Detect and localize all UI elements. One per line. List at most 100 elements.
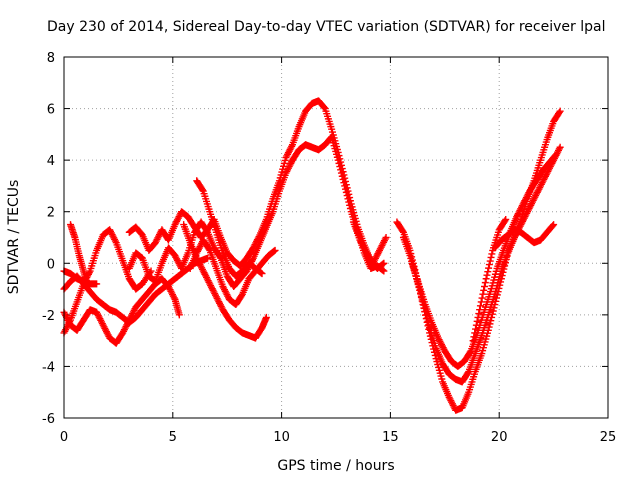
data-point [199, 267, 207, 275]
data-point [370, 258, 378, 266]
data-point [530, 195, 538, 203]
y-tick-label: -4 [42, 360, 55, 375]
data-point [519, 200, 527, 208]
data-point [193, 249, 201, 257]
data-point [106, 226, 114, 234]
data-series-satellite-track-9 [186, 236, 279, 309]
y-tick-label: -6 [42, 412, 55, 427]
data-point [170, 294, 178, 302]
x-tick-label: 15 [382, 430, 399, 445]
data-point [198, 264, 206, 272]
data-point [555, 108, 563, 116]
data-point [213, 294, 221, 302]
data-point [345, 198, 353, 206]
data-point [358, 241, 366, 249]
data-point [172, 253, 180, 261]
data-point [221, 287, 229, 295]
data-point [445, 393, 453, 401]
data-point [518, 203, 526, 211]
data-point [173, 256, 181, 264]
y-tick-label: 4 [47, 154, 55, 169]
data-point [480, 286, 488, 294]
data-point [523, 209, 531, 217]
data-point [208, 285, 216, 293]
data-point [486, 257, 494, 265]
data-point [96, 315, 104, 323]
data-point [554, 146, 562, 154]
data-point [217, 302, 225, 310]
data-point [555, 145, 563, 153]
data-point [203, 273, 211, 281]
data-point [205, 278, 213, 286]
data-point [61, 310, 69, 318]
data-point [556, 107, 564, 115]
data-point [194, 246, 202, 254]
x-tick-label: 20 [491, 430, 508, 445]
data-point [173, 255, 181, 263]
data-point [284, 166, 292, 174]
data-point [97, 316, 105, 324]
data-point [518, 202, 526, 210]
data-point [439, 344, 447, 352]
data-point [120, 327, 128, 335]
data-point [448, 400, 456, 408]
data-point [541, 172, 549, 180]
data-point [550, 221, 558, 229]
data-point [342, 188, 350, 196]
data-point [522, 211, 530, 219]
data-point [528, 200, 536, 208]
data-point [520, 198, 528, 206]
data-point [210, 288, 218, 296]
y-tick-label: 6 [47, 103, 55, 118]
data-point [209, 286, 217, 294]
data-point [485, 264, 493, 272]
data-point [379, 240, 387, 248]
data-point [109, 232, 117, 240]
x-tick-labels: 0 5 10 15 20 25 [60, 430, 616, 445]
data-point [482, 275, 490, 283]
data-point [84, 282, 92, 290]
data-point [434, 334, 442, 342]
data-point [98, 318, 106, 326]
data-series-satellite-track-5 [67, 221, 92, 290]
data-series-satellite-track-2 [60, 275, 183, 347]
data-point [336, 163, 344, 171]
data-point [540, 175, 548, 183]
data-point [487, 253, 495, 261]
data-point [99, 321, 107, 329]
data-point [284, 150, 292, 158]
data-series-satellite-track-1 [60, 226, 155, 337]
data-point [151, 239, 159, 247]
data-point [399, 227, 407, 235]
data-point [532, 192, 540, 200]
data-point [111, 235, 119, 243]
data-point [287, 159, 295, 167]
data-point [340, 179, 348, 187]
data-point [378, 242, 386, 250]
data-point [286, 161, 294, 169]
data-point [464, 369, 472, 377]
data-point [216, 299, 224, 307]
data-point [380, 267, 388, 275]
data-point [108, 231, 116, 239]
data-point [284, 149, 292, 157]
data-point [103, 329, 111, 337]
data-point [206, 280, 214, 288]
data-point [519, 216, 527, 224]
data-point [470, 333, 478, 341]
data-point [376, 246, 384, 254]
y-axis-label: SDTVAR / TECUs [6, 180, 22, 295]
data-point [119, 329, 127, 337]
data-point [541, 174, 549, 182]
data-point [93, 310, 101, 318]
data-point [466, 348, 474, 356]
data-point [469, 337, 477, 345]
data-point [524, 190, 532, 198]
data-point [62, 312, 70, 320]
data-point [220, 286, 228, 294]
chart-title: Day 230 of 2014, Sidereal Day-to-day VTE… [47, 19, 605, 35]
data-point [335, 159, 343, 167]
y-tick-label: 2 [47, 206, 55, 221]
data-point [175, 311, 183, 319]
data-point [520, 214, 528, 222]
